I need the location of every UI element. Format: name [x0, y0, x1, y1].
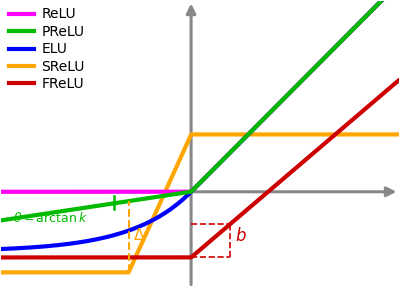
- Text: $\Delta$: $\Delta$: [133, 227, 146, 243]
- Legend: ReLU, PReLU, ELU, SReLU, FReLU: ReLU, PReLU, ELU, SReLU, FReLU: [4, 2, 90, 97]
- Text: $\theta = \arctan k$: $\theta = \arctan k$: [12, 211, 88, 225]
- Text: $b$: $b$: [234, 227, 246, 245]
